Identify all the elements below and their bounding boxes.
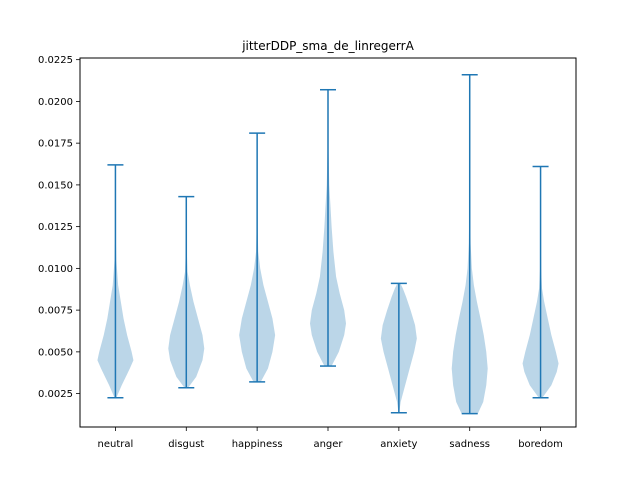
y-tick-label: 0.0100: [38, 264, 73, 275]
whisker-layer: [107, 73, 549, 415]
x-tick-label: anger: [313, 439, 343, 450]
x-tick-label: neutral: [98, 439, 134, 450]
y-axis: 0.0025 0.0050 0.0075 0.0100 0.0125 0.0150 0.01…: [38, 55, 80, 400]
x-axis: neutral disgust happiness anger anxiety sadne…: [98, 427, 563, 450]
y-tick-label: 0.0075: [38, 306, 73, 317]
y-tick-label: 0.0150: [38, 180, 73, 191]
chart-title: jitterDDP_sma_de_linregerrA: [241, 39, 414, 53]
x-tick-label: boredom: [518, 439, 563, 450]
y-tick-label: 0.0025: [38, 389, 73, 400]
y-tick-label: 0.0225: [38, 55, 73, 66]
y-tick-label: 0.0050: [38, 347, 73, 358]
x-tick-label: happiness: [232, 439, 283, 450]
y-tick-label: 0.0125: [38, 222, 73, 233]
y-tick-label: 0.0175: [38, 139, 73, 150]
x-tick-label: sadness: [449, 439, 490, 450]
x-tick-label: disgust: [168, 439, 204, 450]
plot-frame: [79, 57, 577, 428]
x-tick-label: anxiety: [380, 439, 417, 450]
y-tick-label: 0.0200: [38, 97, 73, 108]
